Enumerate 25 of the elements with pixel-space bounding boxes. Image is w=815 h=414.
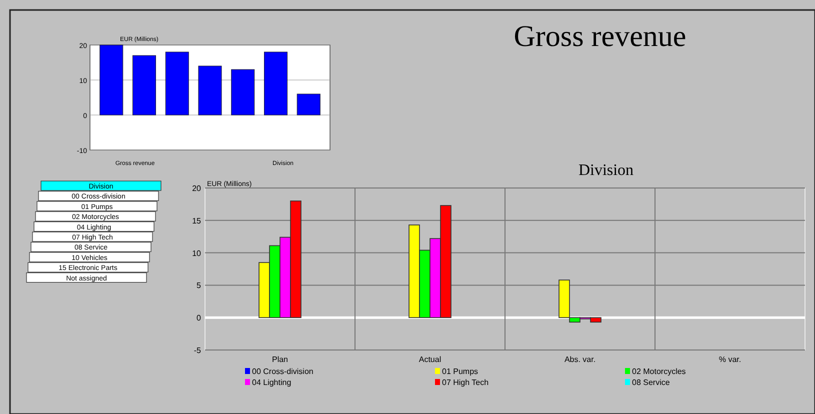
legend-label: 07 High Tech — [442, 378, 489, 387]
bar — [198, 66, 222, 116]
bar — [264, 52, 288, 116]
bar — [100, 44, 124, 116]
y-tick-label: 5 — [196, 281, 202, 290]
bar — [296, 94, 320, 116]
chart-title: Gross revenue — [514, 20, 686, 53]
y-tick-label: 15 — [192, 216, 202, 226]
y-tick-label: -5 — [194, 346, 202, 355]
chart-subtitle: Division — [578, 162, 634, 179]
bar — [165, 52, 189, 116]
x-tick-label: Abs. var. — [564, 355, 596, 364]
legend-label: 04 Lighting — [252, 378, 292, 387]
bar — [231, 69, 255, 116]
x-tick-label: Actual — [418, 355, 442, 364]
y-tick-label: 0 — [196, 314, 202, 323]
y-tick-label: 10 — [192, 248, 202, 258]
bar — [132, 55, 156, 116]
legend-label: 02 Motorcycles — [632, 367, 686, 376]
legend-label: 00 Cross-division — [252, 367, 314, 376]
legend-label: 01 Pumps — [442, 367, 478, 376]
x-tick-label: Plan — [272, 355, 288, 364]
x-tick-label: % var. — [718, 355, 742, 364]
legend-label: 08 Service — [632, 378, 670, 387]
y-tick-label: 20 — [192, 184, 202, 193]
